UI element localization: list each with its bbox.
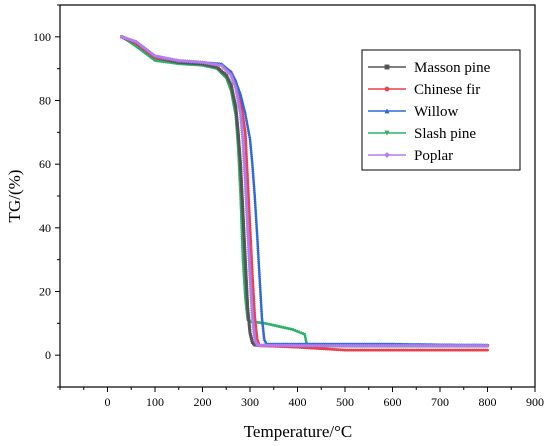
legend-swatch-marker bbox=[384, 130, 390, 136]
data-point-slash-pine bbox=[303, 334, 307, 339]
legend-item-chinese-fir: Chinese fir bbox=[368, 82, 480, 98]
data-point-slash-pine bbox=[241, 255, 245, 260]
data-point-slash-pine bbox=[153, 59, 157, 63]
legend-item-poplar: Poplar bbox=[368, 148, 453, 164]
data-point-poplar bbox=[131, 38, 137, 44]
data-point-slash-pine bbox=[241, 264, 245, 268]
data-point-slash-pine bbox=[304, 338, 308, 342]
data-point-poplar bbox=[151, 52, 156, 57]
data-point-slash-pine bbox=[155, 59, 159, 63]
legend: Masson pine Chinese fir Willow Slash pine Po… bbox=[361, 49, 521, 171]
data-point-slash-pine bbox=[240, 249, 245, 253]
legend-swatch-marker bbox=[384, 108, 390, 114]
data-point-poplar bbox=[137, 42, 142, 47]
legend-item-masson-pine: Masson pine bbox=[368, 60, 491, 76]
data-point-poplar bbox=[135, 40, 140, 45]
legend-swatch-marker bbox=[384, 86, 390, 92]
data-point-slash-pine bbox=[241, 251, 245, 255]
legend-item-slash-pine: Slash pine bbox=[368, 126, 476, 142]
x-tick-label: 300 bbox=[241, 395, 259, 409]
legend-label: Slash pine bbox=[414, 126, 476, 142]
data-point-poplar bbox=[144, 47, 149, 52]
y-axis-ticks: 0 20 40 60 80 100 bbox=[33, 4, 60, 388]
data-point-slash-pine bbox=[304, 340, 308, 344]
data-point-poplar bbox=[142, 46, 147, 51]
legend-box bbox=[361, 49, 521, 171]
data-point-poplar bbox=[147, 49, 152, 55]
data-point-slash-pine bbox=[241, 266, 246, 270]
x-tick-label: 0 bbox=[105, 395, 111, 409]
data-point-slash-pine bbox=[303, 332, 307, 337]
series-poplar bbox=[119, 34, 490, 348]
series-layer bbox=[119, 34, 490, 352]
data-point-slash-pine bbox=[256, 321, 260, 325]
x-tick-label: 600 bbox=[384, 395, 402, 409]
legend-label: Chinese fir bbox=[414, 82, 480, 98]
data-point-slash-pine bbox=[157, 59, 161, 64]
legend-label: Masson pine bbox=[414, 60, 491, 76]
data-point-poplar bbox=[129, 38, 135, 43]
x-tick-label: 400 bbox=[289, 395, 307, 409]
y-tick-label: 40 bbox=[39, 221, 51, 235]
y-tick-label: 100 bbox=[33, 30, 51, 44]
data-point-chinese-fir bbox=[486, 348, 490, 352]
x-tick-label: 500 bbox=[336, 395, 354, 409]
data-point-poplar bbox=[149, 51, 154, 56]
x-axis-ticks: 0 100 200 300 400 500 600 700 800 900 bbox=[59, 387, 544, 409]
x-tick-label: 100 bbox=[146, 395, 164, 409]
x-tick-label: 700 bbox=[431, 395, 449, 409]
x-tick-label: 200 bbox=[194, 395, 212, 409]
x-axis-title: Temperature/°C bbox=[244, 422, 353, 441]
data-point-slash-pine bbox=[241, 262, 245, 266]
legend-swatch-marker bbox=[384, 152, 390, 158]
y-axis-title: TG/(%) bbox=[5, 170, 24, 223]
data-point-slash-pine bbox=[303, 336, 308, 340]
data-point-slash-pine bbox=[241, 260, 245, 264]
legend-label: Poplar bbox=[414, 148, 453, 164]
data-point-slash-pine bbox=[241, 253, 245, 258]
y-tick-label: 20 bbox=[39, 285, 51, 299]
legend-swatch-marker bbox=[384, 64, 390, 70]
data-point-poplar bbox=[139, 43, 144, 48]
y-tick-label: 60 bbox=[39, 157, 51, 171]
y-tick-label: 80 bbox=[39, 94, 51, 108]
legend-item-willow: Willow bbox=[368, 104, 459, 120]
data-point-slash-pine bbox=[241, 258, 245, 262]
y-tick-label: 0 bbox=[45, 348, 51, 362]
data-point-poplar bbox=[485, 343, 490, 348]
legend-label: Willow bbox=[414, 104, 459, 120]
x-tick-label: 800 bbox=[479, 395, 497, 409]
x-tick-label: 900 bbox=[526, 395, 544, 409]
